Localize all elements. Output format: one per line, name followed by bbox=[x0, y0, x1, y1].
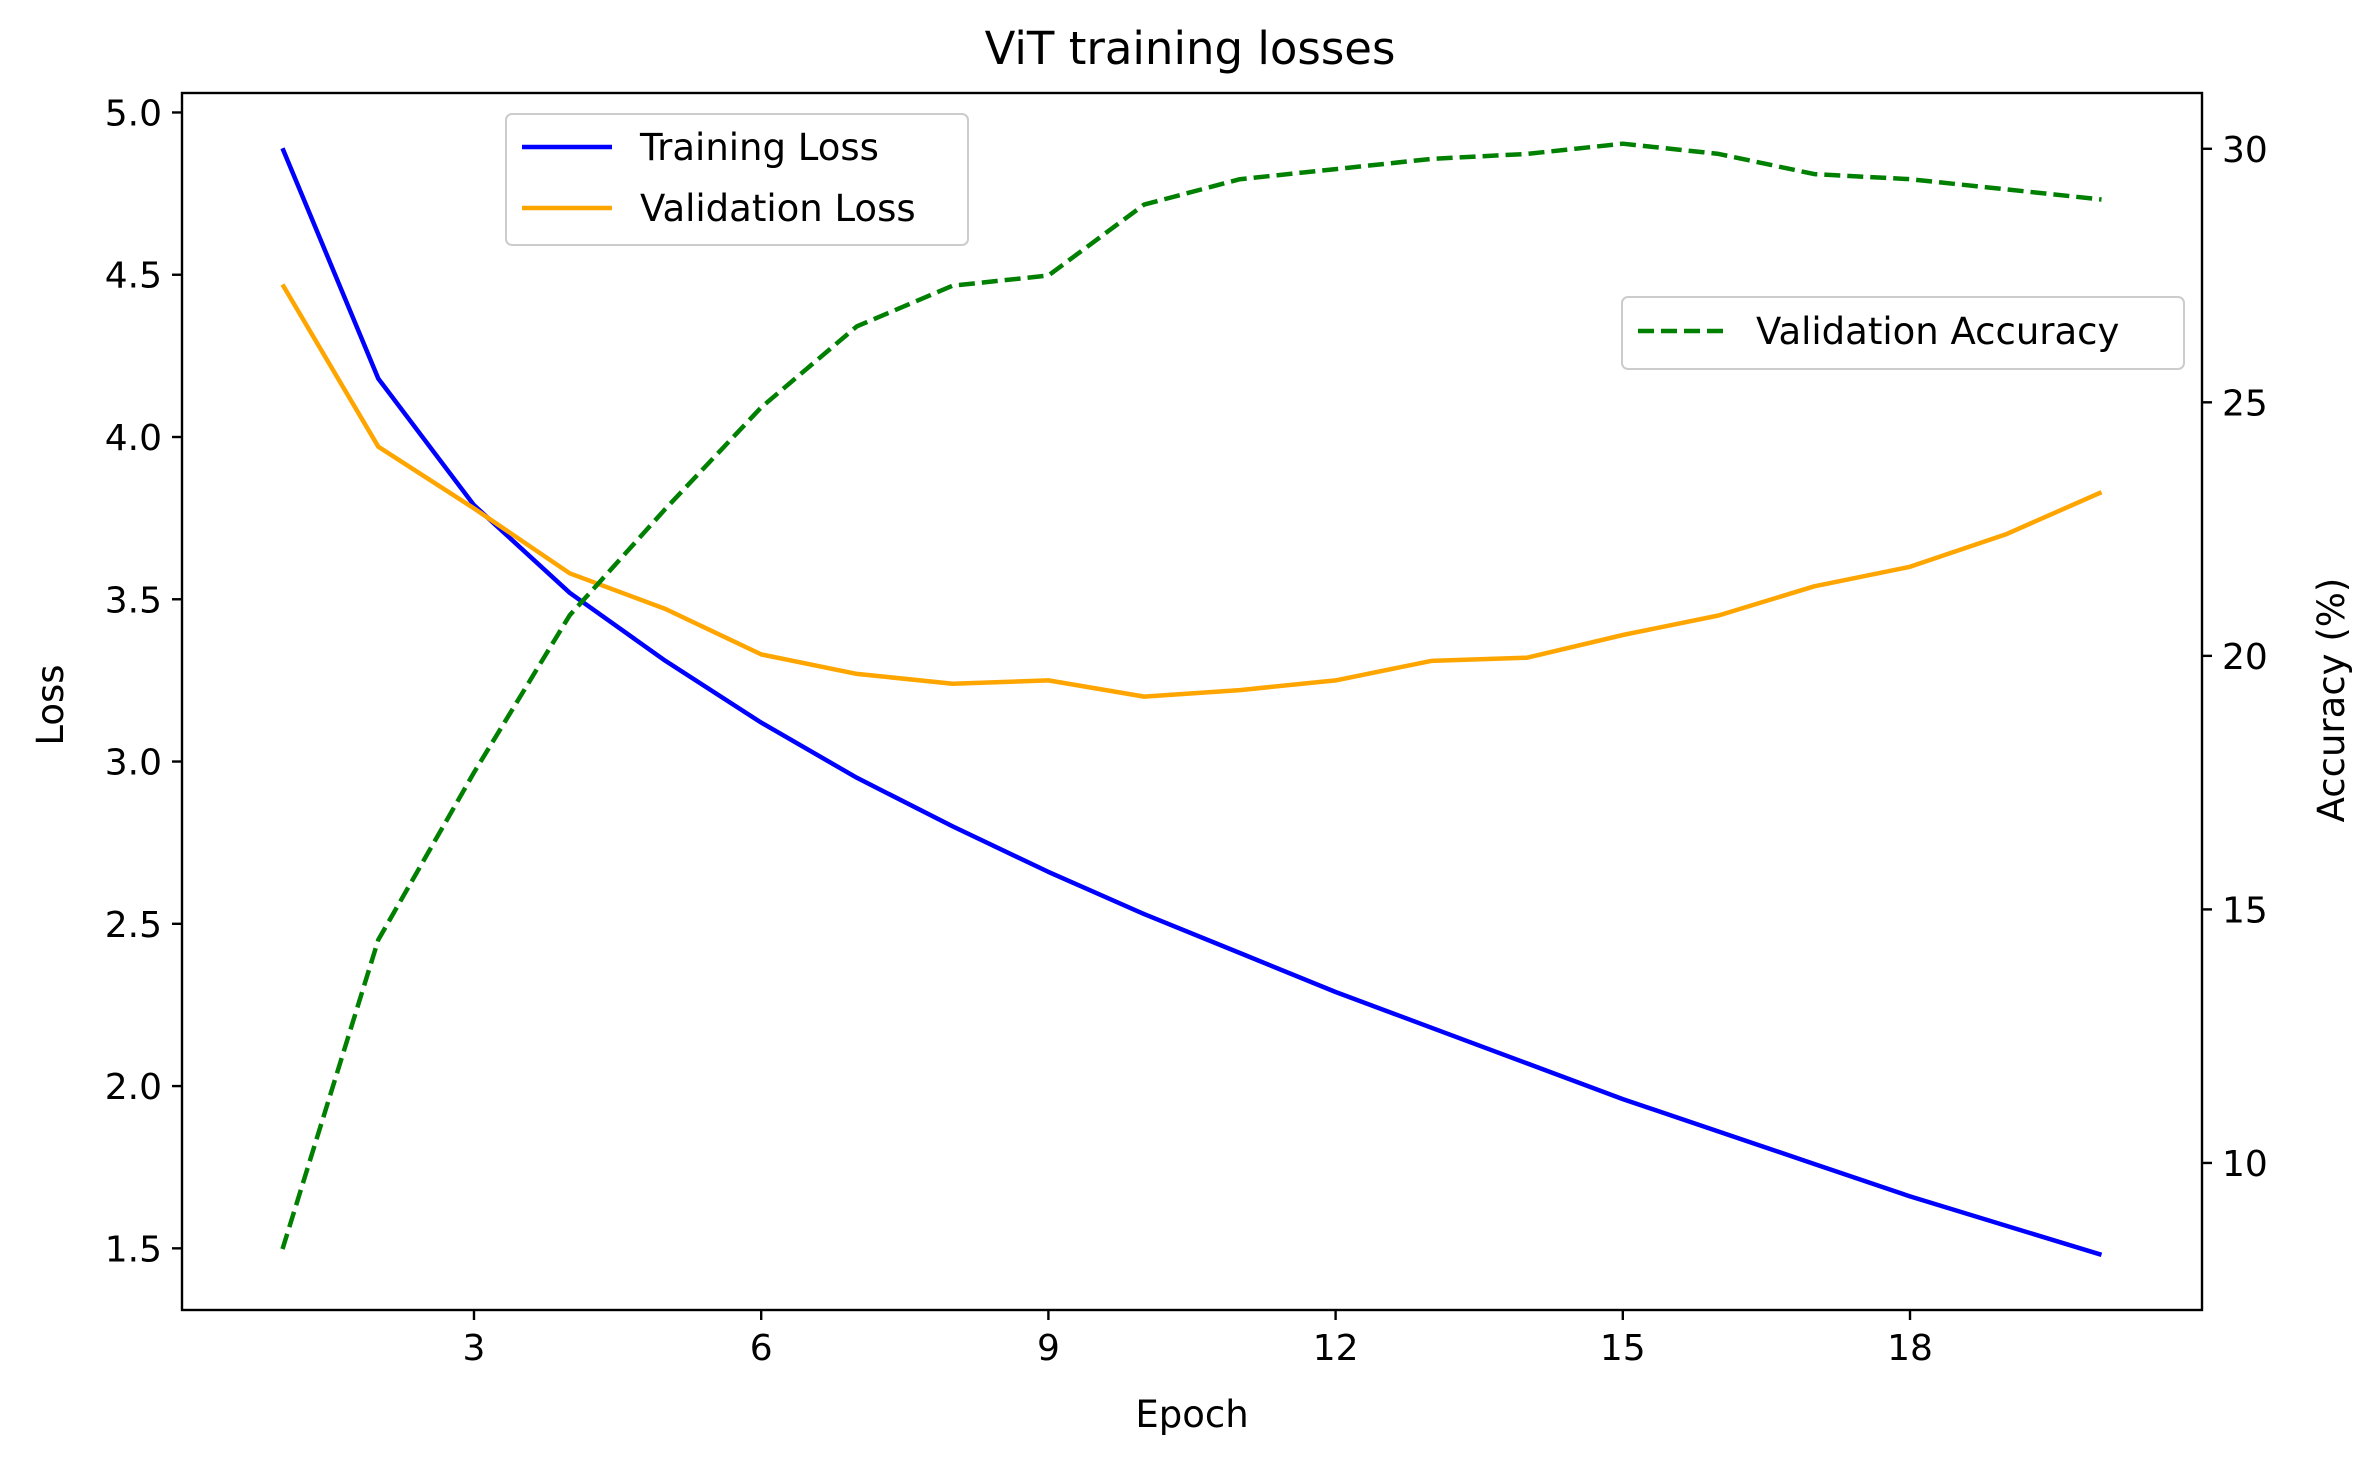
legend-accuracy: Validation Accuracy bbox=[1621, 296, 2185, 370]
y-tick-label-5-0: 5.0 bbox=[105, 93, 162, 134]
series-line-training-loss bbox=[280, 147, 2103, 1257]
x-tick-label-6: 6 bbox=[750, 1328, 773, 1369]
y-tick-label-1-5: 1.5 bbox=[105, 1229, 162, 1270]
y-tick-label-2-5: 2.5 bbox=[105, 905, 162, 946]
y2-axis-ticks: 10 15 20 25 30 bbox=[2202, 130, 2268, 1185]
x-tick-label-3: 3 bbox=[463, 1328, 486, 1369]
y2-tick-label-25: 25 bbox=[2222, 383, 2268, 424]
x-axis-ticks: 3 6 9 12 15 18 bbox=[463, 1310, 1933, 1369]
legend-label-validation-loss: Validation Loss bbox=[640, 187, 916, 230]
y2-tick-label-20: 20 bbox=[2222, 637, 2268, 678]
chart-title: ViT training losses bbox=[985, 22, 1396, 75]
y-axis-ticks: 1.5 2.0 2.5 3.0 3.5 4.0 4.5 5.0 bbox=[105, 93, 182, 1270]
series-line-validation-accuracy bbox=[280, 141, 2102, 1250]
series-line-validation-loss bbox=[280, 283, 2103, 699]
x-tick-label-18: 18 bbox=[1887, 1328, 1933, 1369]
plot-frame bbox=[180, 91, 2204, 1312]
y-tick-label-2-0: 2.0 bbox=[105, 1067, 162, 1108]
series-layer bbox=[280, 141, 2103, 1257]
y2-tick-label-15: 15 bbox=[2222, 890, 2268, 931]
legend-label-validation-accuracy: Validation Accuracy bbox=[1756, 310, 2119, 353]
y2-tick-label-30: 30 bbox=[2222, 130, 2268, 171]
x-tick-label-12: 12 bbox=[1313, 1328, 1359, 1369]
y-tick-label-3-5: 3.5 bbox=[105, 580, 162, 621]
x-tick-label-15: 15 bbox=[1600, 1328, 1646, 1369]
x-axis-label: Epoch bbox=[1135, 1393, 1248, 1436]
legend-label-training-loss: Training Loss bbox=[639, 126, 879, 169]
y-tick-label-4-0: 4.0 bbox=[105, 418, 162, 459]
y-tick-label-3-0: 3.0 bbox=[105, 743, 162, 784]
y2-axis-label: Accuracy (%) bbox=[2310, 578, 2353, 823]
x-tick-label-9: 9 bbox=[1037, 1328, 1060, 1369]
legend-losses: Training Loss Validation Loss bbox=[505, 113, 969, 246]
legend-accuracy-box bbox=[1621, 296, 2185, 370]
y-tick-label-4-5: 4.5 bbox=[105, 256, 162, 297]
y-axis-label: Loss bbox=[29, 664, 72, 745]
y2-tick-label-10: 10 bbox=[2222, 1144, 2268, 1185]
legend-losses-box bbox=[505, 113, 969, 246]
